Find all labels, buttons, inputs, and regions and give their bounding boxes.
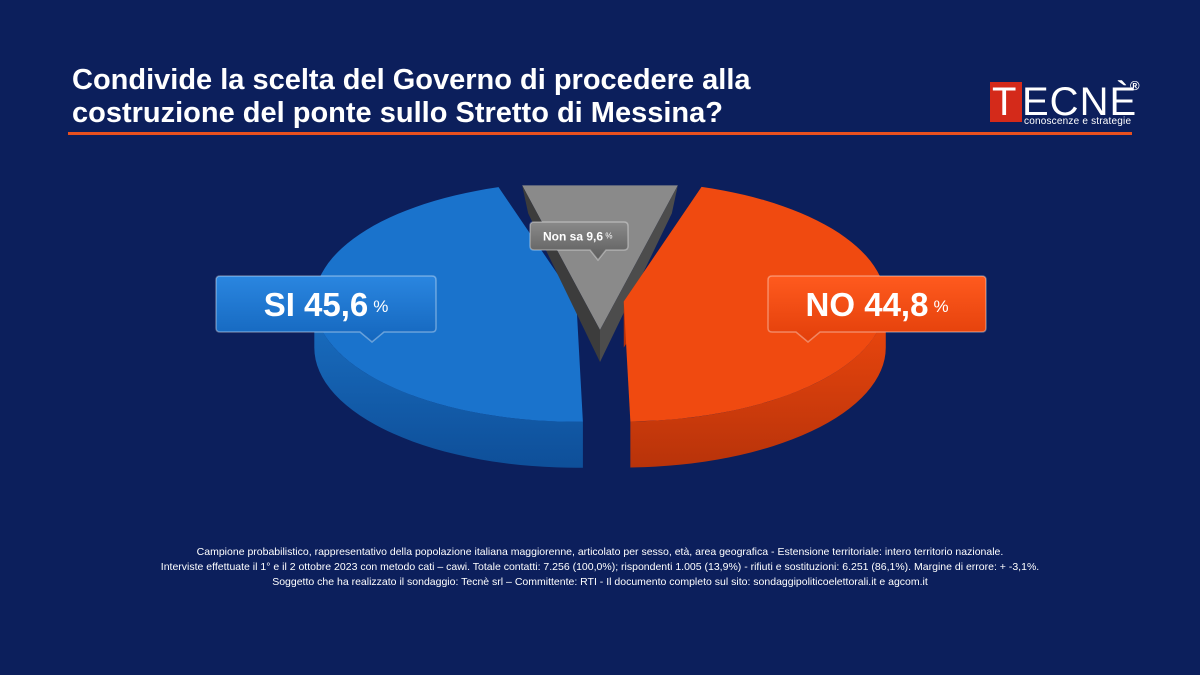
label-si-value: SI 45,6 <box>264 286 369 323</box>
slice-no-top <box>623 186 886 422</box>
slice-labels: SI 45,6 %Non sa 9,6 %NO 44,8% <box>215 221 987 343</box>
chart-title: Condivide la scelta del Governo di proce… <box>72 64 952 130</box>
slice-si-top <box>314 187 583 422</box>
logo-letter-t: T <box>992 80 1017 124</box>
label-si: SI 45,6% <box>215 275 437 343</box>
slice-si <box>314 187 583 468</box>
slice-non-sa-top <box>522 185 678 330</box>
logo-registered-mark: ® <box>1130 78 1140 93</box>
slice-no-side <box>630 301 886 468</box>
title-underline <box>68 132 1132 135</box>
methodology-notes: Campione probabilistico, rappresentativo… <box>100 545 1100 590</box>
label-non-sa-unit: % <box>605 231 612 240</box>
label-non-sa: Non sa 9,6% <box>529 221 629 262</box>
label-non-sa-box <box>529 221 629 262</box>
title-line-2: costruzione del ponte sullo Stretto di M… <box>72 97 723 129</box>
label-no: NO 44,8% <box>767 275 987 343</box>
label-non-sa-value: Non sa 9,6 <box>543 229 603 243</box>
note-line-1: Campione probabilistico, rappresentativo… <box>196 546 1004 558</box>
logo-red-box <box>990 82 1022 122</box>
tecne-logo: T ECNÈ ® conoscenze e strategie <box>990 78 1140 130</box>
label-no-value: NO 44,8 <box>806 286 929 323</box>
slice-non-sa-face <box>600 185 678 362</box>
label-si-box <box>215 275 437 343</box>
title-line-1: Condivide la scelta del Governo di proce… <box>72 64 751 96</box>
slice-si-side <box>314 301 583 468</box>
label-no-unit: % <box>933 297 948 316</box>
logo-tagline: conoscenze e strategie <box>1024 116 1132 127</box>
logo-name: ECNÈ <box>1022 80 1138 124</box>
slice-no <box>623 186 886 468</box>
note-line-2: Interviste effettuate il 1° e il 2 ottob… <box>160 561 1040 573</box>
label-no-box <box>767 275 987 343</box>
note-line-3: Soggetto che ha realizzato il sondaggio:… <box>272 576 928 588</box>
label-si-unit: % <box>373 297 388 316</box>
